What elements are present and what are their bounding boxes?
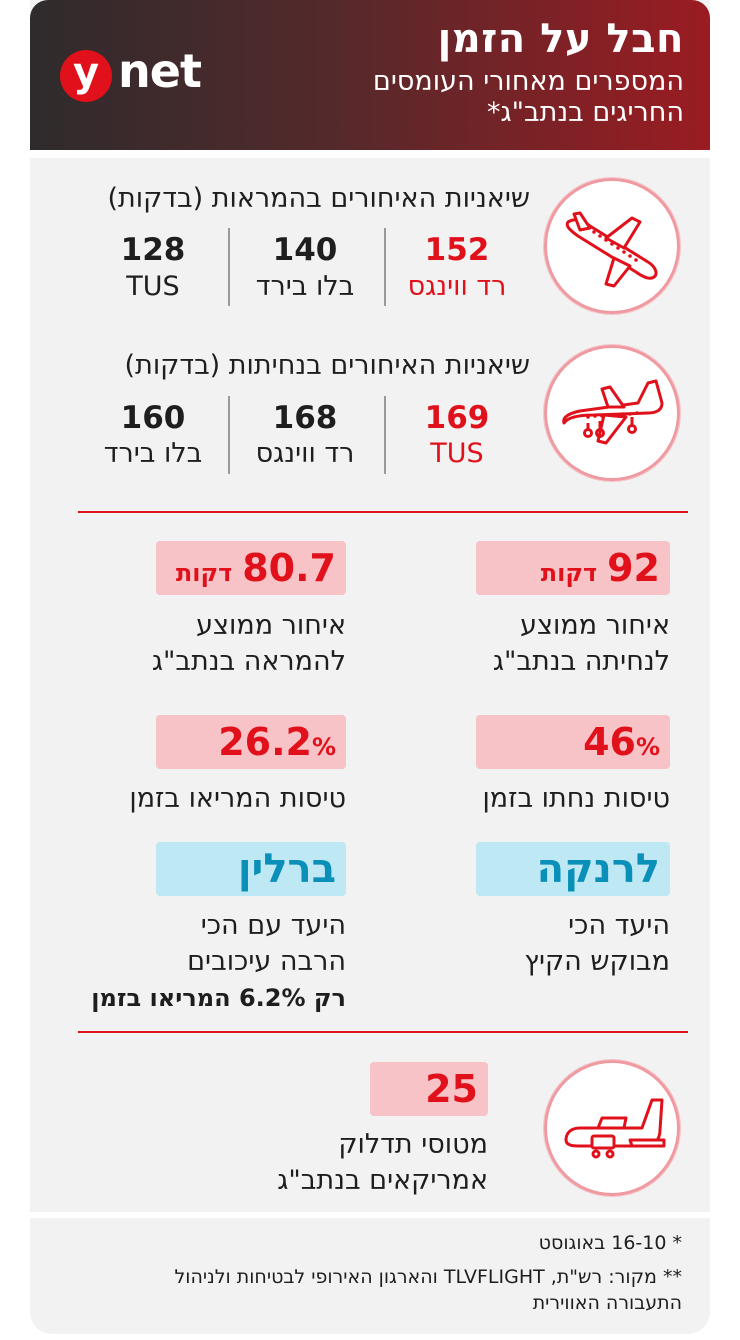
arrivals-third-value: 160	[120, 400, 186, 436]
infographic-card: חבל על הזמן המספרים מאחורי העומסים החריג…	[30, 0, 710, 1334]
departures-second-value: 140	[272, 232, 338, 268]
took-off-on-time-value: 26.2%	[218, 720, 336, 764]
footnote-source: ** מקור: רש"ת, TLVFLIGHT והארגון האירופי…	[175, 1264, 683, 1316]
footnote-source-line-2: התעבורה האווירית	[532, 1292, 682, 1314]
departures-title: שיאניות האיחורים בהמראות (בדקות)	[107, 183, 530, 214]
departures-third-name: TUS	[126, 271, 180, 302]
divider	[384, 228, 386, 306]
arrivals-second-value: 168	[272, 400, 338, 436]
most-delayed-line-3: רק 6.2% המריאו בזמן	[91, 984, 346, 1012]
takeoff-delay-value: 80.7	[242, 546, 336, 590]
divider	[384, 396, 386, 474]
took-off-on-time-badge: 26.2%	[156, 715, 346, 769]
most-delayed-desc: היעד עם הכי הרבה עיכובים רק 6.2% המריאו …	[91, 908, 346, 1016]
takeoff-delay-unit: דקות	[175, 559, 233, 587]
departures-third-value: 128	[120, 232, 186, 268]
most-requested-line-1: היעד הכי	[568, 910, 670, 941]
landing-delay-unit: דקות	[540, 559, 598, 587]
subtitle-line-1: המספרים מאחורי העומסים	[372, 66, 684, 97]
divider	[228, 228, 230, 306]
divider	[228, 396, 230, 474]
departures-second-name: בלו בירד	[255, 271, 355, 302]
tankers-value: 25	[425, 1067, 478, 1111]
most-requested-badge: לרנקה	[476, 842, 670, 896]
most-requested-city: לרנקה	[536, 846, 660, 892]
section-divider	[78, 1031, 688, 1033]
tankers-badge: 25	[370, 1062, 488, 1116]
arrivals-third-name: בלו בירד	[103, 438, 203, 469]
most-delayed-line-2: הרבה עיכובים	[187, 946, 346, 977]
landing-delay-badge: 92 דקות	[476, 541, 670, 595]
most-requested-line-2: מבוקש הקיץ	[524, 946, 670, 977]
arrivals-first-name: TUS	[430, 438, 484, 469]
page-subtitle: המספרים מאחורי העומסים החריגים בנתב"ג*	[373, 66, 684, 128]
subtitle-line-2: החריגים בנתב"ג*	[486, 97, 684, 128]
landed-on-time-badge: 46%	[476, 715, 670, 769]
most-delayed-city: ברלין	[237, 846, 336, 892]
airplane-takeoff-icon	[544, 178, 680, 314]
arrivals-second-name: רד ווינגס	[255, 438, 355, 469]
departures-first-value: 152	[424, 232, 490, 268]
footnote-source-line-1: ** מקור: רש"ת, TLVFLIGHT והארגון האירופי…	[174, 1266, 683, 1288]
ynet-logo-text: net	[118, 44, 202, 98]
takeoff-delay-line-2: להמראה בנתב"ג	[151, 646, 346, 677]
landing-delay-line-2: לנחיתה בנתב"ג	[492, 646, 670, 677]
takeoff-delay-line-1: איחור ממוצע	[196, 610, 346, 641]
tankers-line-2: אמריקאים בנתב"ג	[277, 1165, 488, 1196]
departures-first-name: רד ווינגס	[407, 271, 507, 302]
landing-delay-value: 92	[607, 546, 660, 590]
landed-on-time-value: 46%	[583, 720, 660, 764]
header-separator	[30, 150, 710, 158]
takeoff-delay-badge: 80.7 דקות	[156, 541, 346, 595]
tankers-line-1: מטוסי תדלוק	[338, 1129, 488, 1160]
most-delayed-line-1: היעד עם הכי	[200, 910, 346, 941]
page-title: חבל על הזמן	[437, 16, 684, 62]
arrivals-first-value: 169	[424, 400, 490, 436]
took-off-on-time-label: טיסות המריאו בזמן	[129, 783, 346, 814]
header-banner: חבל על הזמן המספרים מאחורי העומסים החריג…	[30, 0, 710, 150]
landing-delay-line-1: איחור ממוצע	[520, 610, 670, 641]
section-divider	[78, 511, 688, 513]
arrivals-title: שיאניות האיחורים בנחיתות (בדקות)	[124, 350, 530, 381]
footnote-dates: * 16-10 באוגוסט	[538, 1232, 682, 1254]
landing-delay-desc: איחור ממוצע לנחיתה בנתב"ג	[493, 608, 670, 680]
tankers-desc: מטוסי תדלוק אמריקאים בנתב"ג	[277, 1127, 488, 1199]
cargo-plane-icon	[544, 1060, 680, 1196]
airplane-landing-icon	[544, 345, 680, 481]
ynet-logo-icon: y	[60, 50, 112, 102]
landed-on-time-label: טיסות נחתו בזמן	[482, 783, 670, 814]
most-requested-desc: היעד הכי מבוקש הקיץ	[524, 908, 670, 980]
takeoff-delay-desc: איחור ממוצע להמראה בנתב"ג	[152, 608, 346, 680]
most-delayed-badge: ברלין	[156, 842, 346, 896]
footer-separator	[30, 1212, 710, 1218]
